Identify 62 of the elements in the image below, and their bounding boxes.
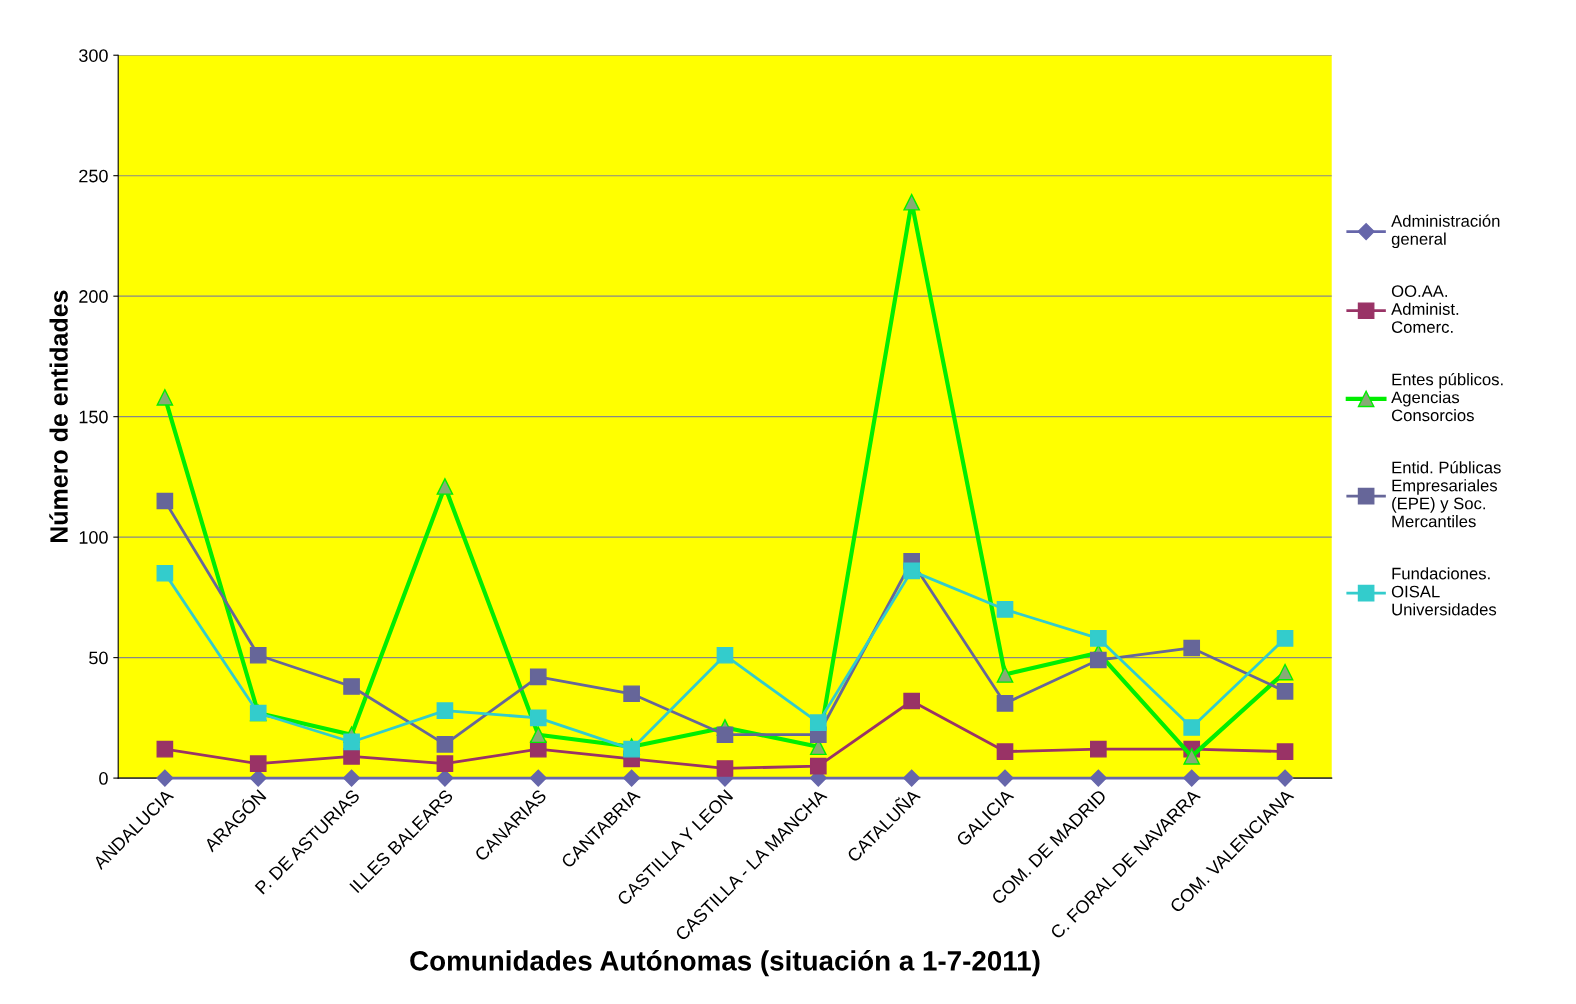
y-tick-label: 0 — [99, 772, 108, 785]
point — [343, 769, 361, 787]
point — [903, 769, 921, 787]
point — [623, 685, 640, 703]
point — [529, 769, 547, 787]
y-tick-label: 100 — [79, 531, 108, 544]
point — [436, 736, 454, 753]
y-tick-label: 300 — [79, 49, 108, 62]
point — [1089, 769, 1107, 787]
point — [996, 695, 1014, 712]
point — [996, 666, 1014, 683]
point — [716, 760, 734, 777]
point — [716, 726, 734, 744]
point — [249, 755, 267, 772]
x-axis-title: Comunidades Autónomas (situación a 1-7-2011) — [410, 950, 1040, 977]
point — [1090, 740, 1107, 758]
point — [623, 769, 641, 787]
point — [996, 601, 1014, 618]
point — [343, 733, 360, 751]
point — [1276, 743, 1294, 760]
point — [1183, 639, 1201, 657]
point — [903, 193, 920, 211]
point — [156, 492, 174, 510]
legend-label: Administración general — [1391, 214, 1500, 249]
point — [436, 702, 454, 719]
point — [1276, 630, 1294, 647]
point — [1183, 748, 1201, 765]
point — [1090, 651, 1107, 669]
point — [156, 769, 174, 787]
y-tick-label: 50 — [89, 651, 108, 665]
y-axis-title: Número de entidades — [49, 290, 68, 543]
point — [529, 709, 547, 727]
point — [436, 755, 454, 772]
point — [1276, 769, 1294, 787]
legend-label: Fundaciones. OISAL Universidades — [1391, 567, 1497, 616]
point — [156, 564, 174, 582]
point — [156, 389, 174, 406]
point — [903, 692, 920, 710]
point — [343, 678, 360, 695]
point — [809, 714, 827, 732]
point — [249, 646, 267, 664]
y-tick-label: 200 — [79, 290, 108, 303]
legend-label: OO.AA. Administ. Comerc. — [1391, 285, 1459, 333]
point — [809, 757, 827, 775]
y-tick-label: 250 — [79, 169, 108, 183]
point — [1183, 769, 1201, 787]
point — [529, 726, 547, 744]
point — [156, 740, 174, 758]
point — [1276, 663, 1294, 681]
point — [343, 748, 360, 765]
legend-label: Entes públicos. Agencias Consorcios — [1391, 372, 1503, 422]
point — [716, 646, 734, 664]
point — [996, 769, 1014, 787]
point — [1090, 630, 1107, 647]
point — [529, 668, 547, 686]
point — [903, 562, 920, 580]
point — [996, 743, 1014, 760]
point — [1276, 683, 1294, 700]
point — [1183, 719, 1201, 736]
legend-label: Entid. Públicas Empresariales (EPE) y Soc. Mercantiles — [1392, 461, 1501, 528]
y-tick-label: 150 — [79, 410, 108, 424]
point — [436, 478, 454, 495]
